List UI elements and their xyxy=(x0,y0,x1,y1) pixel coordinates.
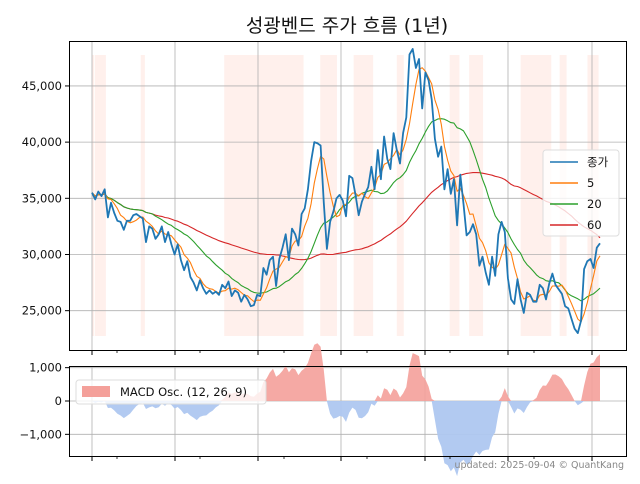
macd-area xyxy=(92,343,600,477)
main-legend: 종가 5 20 60 xyxy=(542,149,620,237)
legend-label: 종가 xyxy=(587,155,609,169)
macd-positive-area xyxy=(92,343,600,401)
main-y-axis: 25,000 30,000 35,000 40,000 45,000 xyxy=(22,79,69,318)
series-line-ma60 xyxy=(91,172,601,261)
highlight-bands xyxy=(92,55,599,336)
macd-legend-swatch xyxy=(82,386,110,397)
y-tick-label: 35,000 xyxy=(22,191,62,205)
macd-y-axis: −1,000 0 1,000 xyxy=(19,361,69,441)
legend-label: 60 xyxy=(587,218,602,232)
highlight-band xyxy=(396,55,404,336)
macd-legend: MACD Osc. (12, 26, 9) xyxy=(75,379,267,405)
macd-negative-area xyxy=(92,401,600,477)
series-line-close xyxy=(91,48,601,334)
macd-x-axis xyxy=(91,456,593,461)
y-tick-label: 30,000 xyxy=(22,247,62,261)
y-tick-label: 40,000 xyxy=(22,135,62,149)
macd-plot-frame xyxy=(69,366,627,457)
y-tick-label: 0 xyxy=(55,394,62,408)
price-lines xyxy=(91,48,601,334)
legend-box xyxy=(542,149,620,237)
macd-legend-label: MACD Osc. (12, 26, 9) xyxy=(120,385,247,399)
main-x-axis xyxy=(91,350,593,355)
highlight-band xyxy=(320,55,337,336)
highlight-band xyxy=(469,55,484,336)
chart-title: 성광벤드 주가 흐름 (1년) xyxy=(246,15,448,37)
series-line-ma5 xyxy=(91,67,601,323)
y-tick-label: −1,000 xyxy=(19,427,62,441)
y-tick-label: 1,000 xyxy=(29,361,62,375)
macd-legend-box xyxy=(75,379,267,405)
updated-footer: updated: 2025-09-04 © QuantKang xyxy=(455,460,624,471)
legend-label: 20 xyxy=(587,197,602,211)
main-plot-frame xyxy=(69,41,627,351)
y-tick-label: 45,000 xyxy=(22,79,62,93)
highlight-band xyxy=(140,55,145,336)
y-tick-label: 25,000 xyxy=(22,304,62,318)
legend-label: 5 xyxy=(587,176,594,190)
